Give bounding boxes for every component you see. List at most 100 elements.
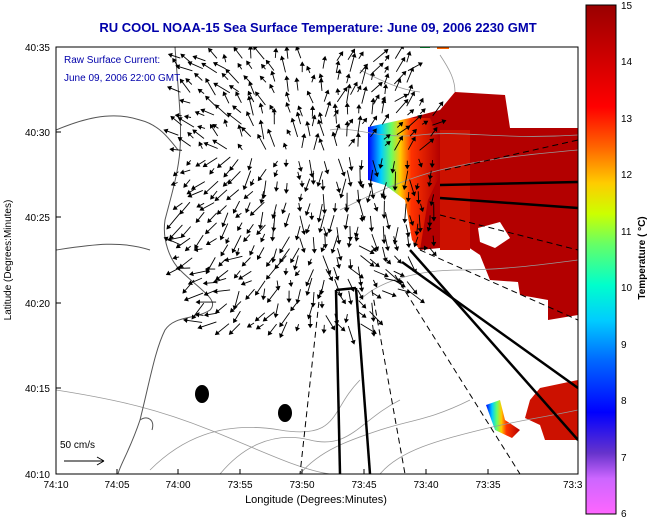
current-vector-head <box>243 75 249 81</box>
current-vector-head <box>231 248 237 254</box>
current-vector-head <box>383 272 389 278</box>
current-vector-head <box>361 313 367 318</box>
current-vector-head <box>286 298 292 303</box>
current-vector-head <box>429 163 435 168</box>
current-vector-head <box>241 126 247 132</box>
current-vector-head <box>370 332 377 337</box>
current-vector-head <box>223 118 229 124</box>
current-vector-head <box>184 246 190 252</box>
current-vector-head <box>390 168 396 174</box>
current-vector-head <box>214 330 220 336</box>
current-vector-head <box>348 265 354 270</box>
x-tick-label: 73:45 <box>351 480 376 491</box>
current-vector-head <box>214 104 220 110</box>
current-vector-head <box>304 211 310 216</box>
current-vector-head <box>192 129 198 135</box>
current-vector-head <box>353 81 358 87</box>
current-vector-head <box>183 114 189 120</box>
current-vector-head <box>330 248 336 254</box>
current-vector-head <box>232 208 238 214</box>
current-vector-head <box>270 236 276 242</box>
current-vector-head <box>201 62 207 68</box>
current-vector-head <box>343 225 349 230</box>
x-tick-label: 74:05 <box>104 480 129 491</box>
current-vector-head <box>385 140 391 146</box>
current-vector-head <box>255 324 261 330</box>
current-vector-head <box>175 64 181 70</box>
current-vector-head <box>165 270 171 276</box>
current-vector-head <box>370 194 376 200</box>
current-vector-head <box>270 70 276 76</box>
current-vector-head <box>223 172 229 178</box>
current-vector-head <box>226 112 232 118</box>
current-vector-head <box>358 165 364 171</box>
current-vector-head <box>194 110 200 116</box>
current-vector-head <box>406 50 412 56</box>
current-vector-head <box>321 209 328 215</box>
current-vector-head <box>310 180 316 185</box>
current-vector-head <box>316 182 322 187</box>
current-vector-head <box>384 73 390 79</box>
island-marker-2 <box>278 404 292 422</box>
current-vector-head <box>294 77 300 82</box>
current-vector-head <box>346 243 352 248</box>
current-vector-head <box>376 293 382 299</box>
current-vector-head <box>385 134 391 139</box>
current-vector-head <box>229 165 235 171</box>
current-vector-head <box>295 326 300 332</box>
current-vector-head <box>205 95 211 101</box>
current-vector-head <box>213 82 219 88</box>
current-vector-head <box>363 64 369 70</box>
current-vector-head <box>227 179 233 185</box>
current-vector-head <box>356 199 362 204</box>
current-vector-head <box>240 280 246 286</box>
current-vector-head <box>417 114 423 120</box>
current-vector-head <box>413 242 419 248</box>
current-vector-head <box>203 291 209 296</box>
current-vector-head <box>279 322 285 328</box>
current-vector-head <box>409 109 415 114</box>
current-vector-head <box>399 279 404 285</box>
y-tick-label: 40:35 <box>25 43 50 54</box>
current-vector-head <box>174 112 180 119</box>
current-vector-head <box>205 269 211 275</box>
current-vector-head <box>341 299 346 305</box>
current-vector-head <box>258 102 264 108</box>
current-vector-head <box>197 88 203 94</box>
current-vector-head <box>225 238 231 244</box>
current-vector-head <box>358 287 365 293</box>
current-vector-head <box>222 181 228 187</box>
current-vector-head <box>261 295 267 301</box>
current-vector-head <box>297 105 303 111</box>
current-vector-head <box>215 275 221 281</box>
current-vector-head <box>222 53 228 59</box>
current-vector-head <box>438 101 444 107</box>
current-vector-head <box>294 271 300 277</box>
current-vector-head <box>299 61 305 66</box>
current-vector-head <box>431 251 437 257</box>
y-tick-label: 40:10 <box>25 470 50 481</box>
current-vector-head <box>324 89 330 95</box>
current-vector-head <box>229 307 235 313</box>
current-vector-head <box>348 166 354 172</box>
colorbar-tick: 14 <box>621 57 633 68</box>
current-vector-head <box>342 86 348 92</box>
current-vector-head <box>299 183 305 188</box>
current-vector-head <box>381 98 387 104</box>
current-vector-head <box>427 175 433 180</box>
current-vector-head <box>247 165 253 171</box>
current-vector-head <box>402 218 408 224</box>
current-vector-head <box>183 296 189 302</box>
current-vector-head <box>411 191 417 197</box>
current-vector-head <box>369 71 375 77</box>
vector-scale-label: 50 cm/s <box>60 440 95 451</box>
current-vector-head <box>356 85 362 91</box>
current-vector-head <box>189 271 194 277</box>
current-vector-head <box>182 288 188 294</box>
current-vector-head <box>351 52 357 58</box>
current-vector-head <box>243 194 249 200</box>
sst-hole <box>478 222 510 248</box>
current-vector-head <box>233 273 239 279</box>
current-vector-head <box>383 48 389 54</box>
current-vector-head <box>179 98 185 104</box>
